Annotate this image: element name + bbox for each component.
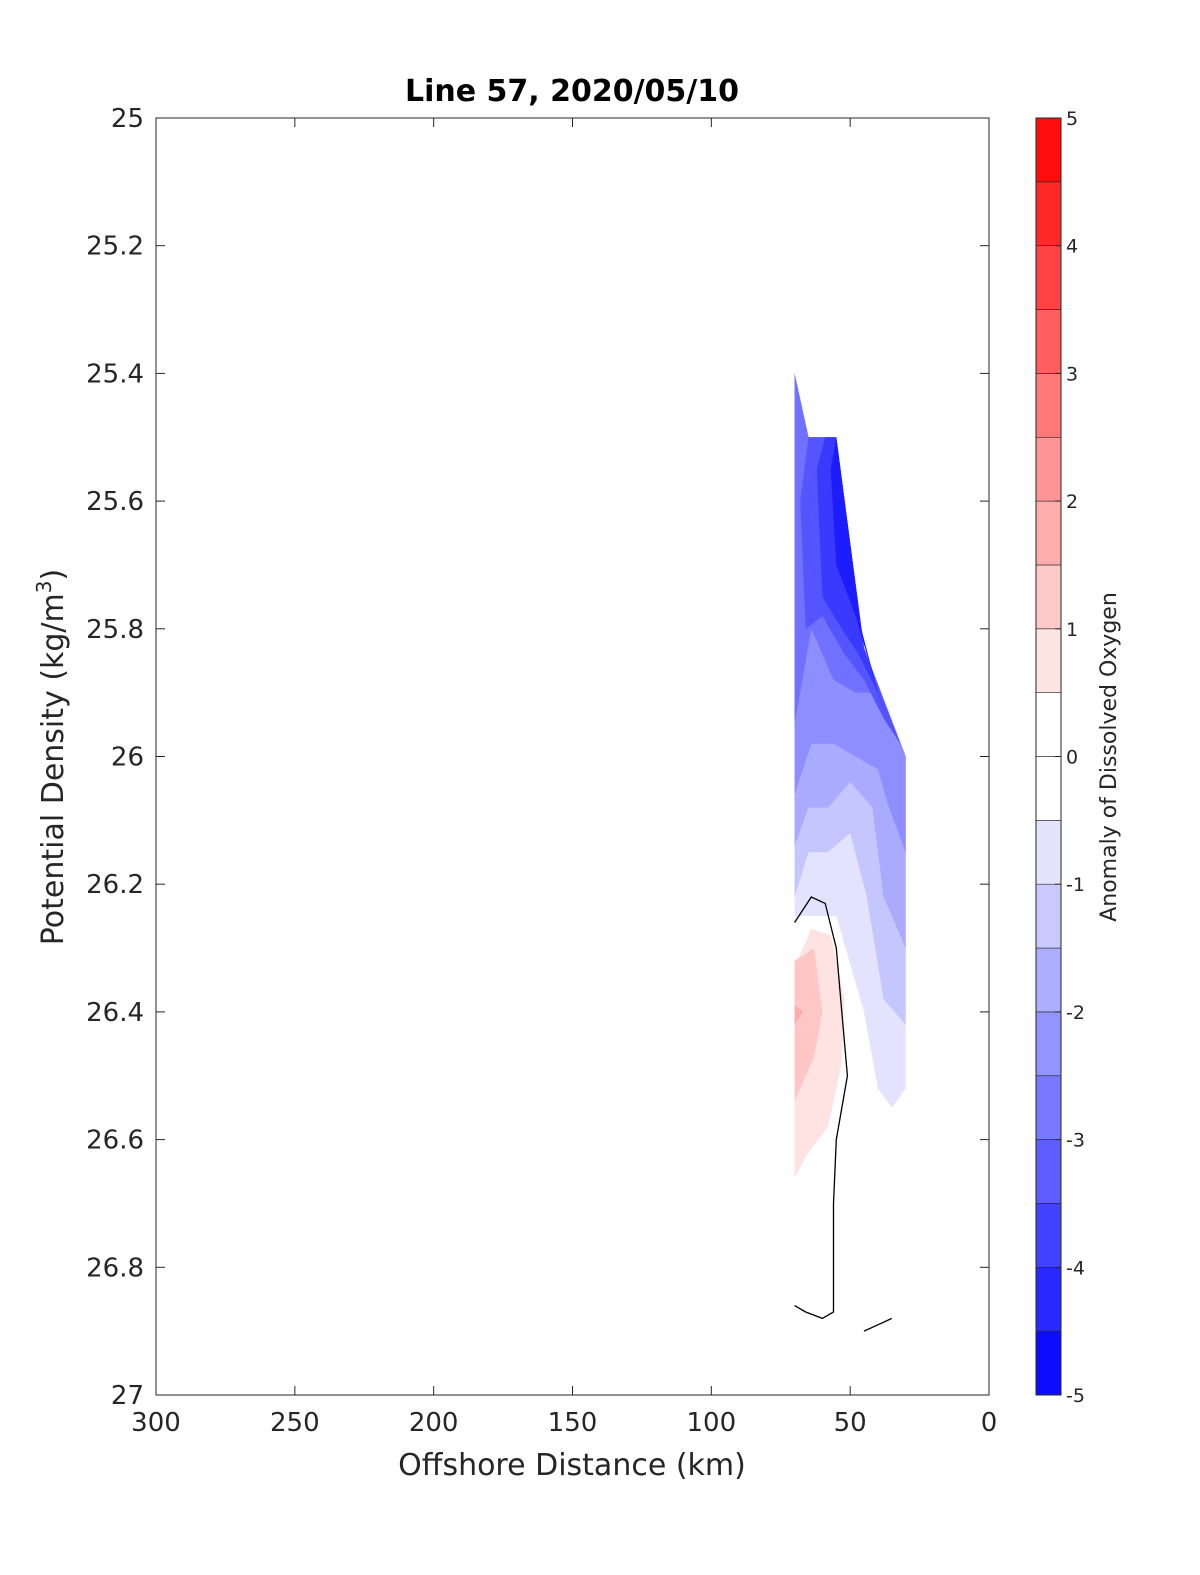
contour-region-7 <box>830 437 878 693</box>
x-tick-label-0: 300 <box>131 1408 181 1438</box>
colorbar-ticks: -5 -4 -3 -2 -1 0 1 2 3 4 5 <box>1055 108 1085 1407</box>
contour-line-1 <box>863 1317 893 1332</box>
colorbar-band-12 <box>1035 564 1062 630</box>
colorbar-tick-label-1: -4 <box>1066 1257 1085 1279</box>
colorbar-tick-label-6: 1 <box>1066 619 1078 641</box>
colorbar-tick-label-3: -2 <box>1066 1002 1085 1024</box>
colorbar-band-2 <box>1035 1203 1062 1268</box>
colorbar-band-10 <box>1035 692 1062 757</box>
x-tick-label-1: 250 <box>270 1408 320 1438</box>
contour-line-0 <box>794 896 849 1320</box>
colorbar: -5 -4 -3 -2 -1 0 1 2 3 4 5 <box>1035 108 1085 1407</box>
x-tick-label-4: 100 <box>687 1408 737 1438</box>
colorbar-band-6 <box>1035 947 1062 1013</box>
colorbar-band-13 <box>1035 500 1062 566</box>
contour-region-9 <box>794 948 823 1102</box>
contour-fill-layer <box>794 373 906 1178</box>
colorbar-band-19 <box>1035 117 1062 183</box>
y-axis-label-close: ) <box>36 569 71 581</box>
y-tick-label-10: 27 <box>111 1381 144 1411</box>
y-tick-label-1: 25.2 <box>86 232 144 262</box>
y-axis-label-superscript: 3 <box>32 580 56 593</box>
axis-ticks <box>155 117 990 1396</box>
colorbar-band-8 <box>1035 820 1062 885</box>
colorbar-band-5 <box>1035 1011 1062 1077</box>
colorbar-frame <box>1035 117 1062 1396</box>
y-tick-labels: 25 25.2 25.4 25.6 25.8 26 26.2 26.4 26.6 26.8 27 <box>86 104 144 1411</box>
colorbar-tick-label-5: 0 <box>1066 747 1078 769</box>
contour-line-layer <box>794 896 893 1332</box>
colorbar-label: Anomaly of Dissolved Oxygen <box>1097 592 1122 922</box>
colorbar-tick-label-4: -1 <box>1066 874 1085 896</box>
y-tick-label-0: 25 <box>111 104 144 134</box>
colorbar-band-17 <box>1035 245 1062 310</box>
colorbar-tick-label-7: 2 <box>1066 491 1078 513</box>
plot-area <box>155 117 990 1396</box>
colorbar-band-18 <box>1035 181 1062 247</box>
colorbar-tick-label-2: -3 <box>1066 1130 1085 1152</box>
colorbar-band-11 <box>1035 628 1062 693</box>
x-tick-label-3: 150 <box>548 1408 598 1438</box>
y-tick-label-4: 25.8 <box>86 615 144 645</box>
y-tick-label-8: 26.6 <box>86 1126 144 1156</box>
colorbar-band-0 <box>1035 1330 1062 1396</box>
x-tick-labels: 300 250 200 150 100 50 0 <box>131 1408 997 1438</box>
colorbar-band-15 <box>1035 373 1062 438</box>
y-axis-label-main: Potential Density (kg/m <box>36 593 71 945</box>
colorbar-band-7 <box>1035 883 1062 949</box>
y-tick-label-6: 26.2 <box>86 870 144 900</box>
y-tick-label-7: 26.4 <box>86 998 144 1028</box>
colorbar-band-9 <box>1035 756 1062 821</box>
colorbar-band-1 <box>1035 1267 1062 1332</box>
x-tick-label-5: 50 <box>834 1408 867 1438</box>
colorbar-band-14 <box>1035 436 1062 502</box>
colorbar-tick-label-9: 4 <box>1066 236 1078 258</box>
colorbar-tick-label-10: 5 <box>1066 108 1078 130</box>
colorbar-tick-label-0: -5 <box>1066 1385 1085 1407</box>
contour-region-10 <box>794 1005 803 1025</box>
colorbar-band-4 <box>1035 1075 1062 1140</box>
x-tick-label-6: 0 <box>981 1408 998 1438</box>
y-tick-label-9: 26.8 <box>86 1253 144 1283</box>
y-axis-label: Potential Density (kg/m3) <box>32 569 71 945</box>
colorbar-band-16 <box>1035 309 1062 374</box>
colorbar-band-3 <box>1035 1139 1062 1204</box>
y-tick-label-3: 25.6 <box>86 487 144 517</box>
colorbar-tick-label-8: 3 <box>1066 363 1078 385</box>
y-tick-label-2: 25.4 <box>86 359 144 389</box>
x-axis-label: Offshore Distance (km) <box>398 1448 746 1483</box>
x-tick-label-2: 200 <box>409 1408 459 1438</box>
chart-title: Line 57, 2020/05/10 <box>405 74 739 109</box>
y-tick-label-5: 26 <box>111 743 144 773</box>
